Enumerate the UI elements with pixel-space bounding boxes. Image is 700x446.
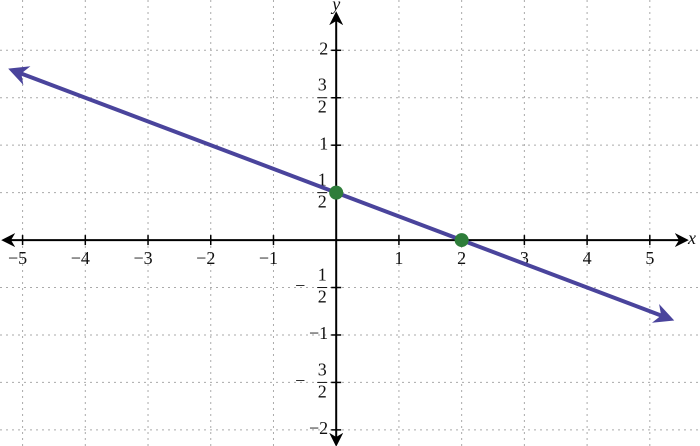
point	[329, 185, 344, 200]
tick-label: 5	[645, 248, 654, 268]
tick-label: 1	[319, 133, 328, 153]
tick-label: −3	[133, 248, 152, 268]
tick-label: −1	[259, 248, 278, 268]
tick-label: −1 2	[295, 265, 327, 307]
tick-label: −1	[309, 323, 328, 343]
tick-label: −2	[196, 248, 215, 268]
tick-label: 2	[457, 248, 466, 268]
plot	[8, 66, 675, 323]
tick-label: 2	[319, 38, 328, 58]
x-axis-label: x	[687, 228, 696, 248]
tick-label: −3 2	[295, 360, 327, 402]
tick-label: −2	[309, 418, 328, 438]
tick-label: 1	[394, 248, 403, 268]
y-axis-label: y	[330, 0, 340, 14]
tick-label: 4	[583, 248, 592, 268]
tick-label: −5	[8, 248, 27, 268]
tick-label: −4	[71, 248, 90, 268]
point	[454, 233, 469, 248]
